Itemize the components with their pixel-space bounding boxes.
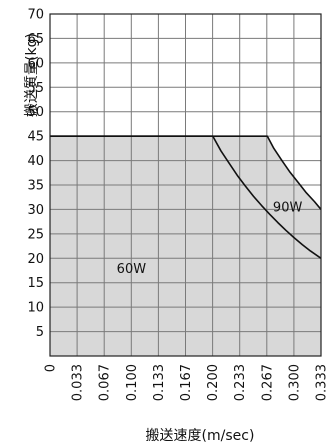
x-tick-label: 0.133 bbox=[152, 364, 167, 401]
x-tick-label: 0.033 bbox=[71, 364, 86, 401]
y-tick-label: 70 bbox=[27, 8, 44, 23]
x-tick-label: 0.233 bbox=[233, 364, 248, 401]
series-line-60w bbox=[50, 135, 322, 259]
x-tick-label: 0.167 bbox=[179, 364, 194, 401]
series-label-90w: 90W bbox=[273, 200, 303, 215]
series-line-90w bbox=[50, 135, 322, 210]
x-tick-label: 0.200 bbox=[206, 364, 221, 401]
y-tick-label: 55 bbox=[27, 81, 44, 96]
y-tick-label: 25 bbox=[27, 227, 44, 242]
y-tick-label: 5 bbox=[36, 325, 44, 340]
x-tick-label: 0.333 bbox=[315, 364, 329, 401]
x-tick-label: 0.100 bbox=[125, 364, 140, 401]
y-tick-label: 40 bbox=[27, 154, 44, 169]
y-tick-label: 50 bbox=[27, 105, 44, 120]
y-tick-label: 15 bbox=[27, 276, 44, 291]
y-tick-label: 60 bbox=[27, 56, 44, 71]
x-tick-label: 0.267 bbox=[260, 364, 275, 401]
y-tick-label: 20 bbox=[27, 252, 44, 267]
series-lines-layer bbox=[50, 135, 322, 259]
x-tick-label: 0 bbox=[44, 364, 59, 372]
series-labels-layer: 60W 90W bbox=[117, 200, 303, 277]
plot-frame-layer bbox=[49, 13, 322, 357]
y-tick-label: 10 bbox=[27, 301, 44, 316]
plot-frame bbox=[49, 13, 322, 357]
tick-labels-layer: 5 10 15 20 25 30 35 40 45 50 55 60 65 70 0 0.033 0.067 0.… bbox=[27, 8, 329, 402]
y-tick-label: 30 bbox=[27, 203, 44, 218]
y-tick-label: 45 bbox=[27, 130, 44, 145]
y-axis-title: 搬送質量(kg) bbox=[24, 33, 40, 117]
series-label-60w: 60W bbox=[117, 262, 147, 277]
x-tick-label: 0.300 bbox=[287, 364, 302, 401]
y-tick-label: 65 bbox=[27, 32, 44, 47]
x-tick-label: 0.067 bbox=[98, 364, 113, 401]
x-axis-title: 搬送速度(m/sec) bbox=[146, 428, 255, 444]
y-tick-label: 35 bbox=[27, 179, 44, 194]
